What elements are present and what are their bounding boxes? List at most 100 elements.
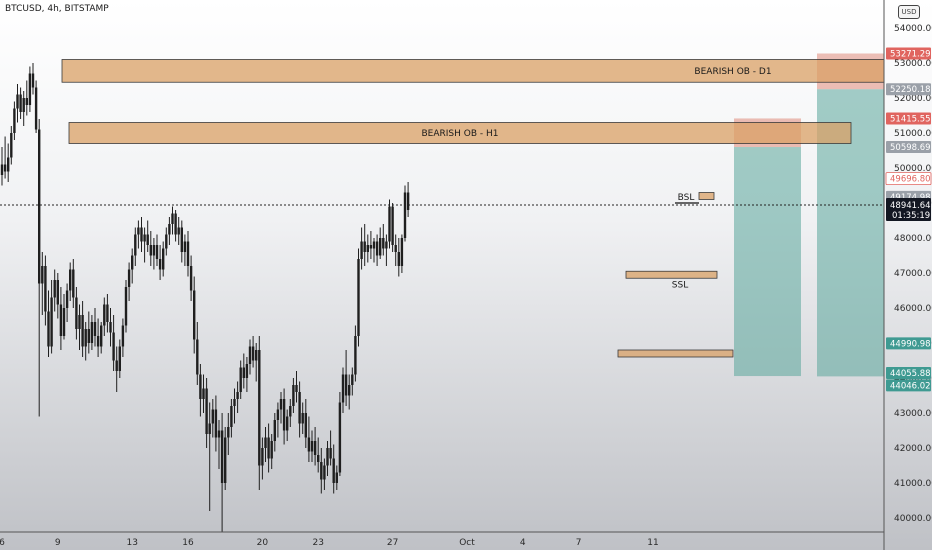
candle-body xyxy=(298,392,301,424)
price-badge xyxy=(886,379,931,392)
candle-body xyxy=(326,448,329,466)
candle-body xyxy=(78,315,81,329)
candle-body xyxy=(31,73,35,88)
candle-body xyxy=(165,234,168,249)
candle-body xyxy=(208,423,211,434)
candle-body xyxy=(109,322,112,333)
price-badge xyxy=(885,172,932,186)
candle-body xyxy=(227,427,230,438)
candle-body xyxy=(242,367,245,378)
candle-body xyxy=(196,339,199,375)
candle-body xyxy=(3,164,7,172)
candle-body xyxy=(230,406,233,427)
price-tick-label: 47000.00 xyxy=(894,269,932,279)
candle-body xyxy=(162,248,165,270)
candle-body xyxy=(146,234,149,245)
candle-body xyxy=(134,234,137,256)
symbol-header: BTCUSD, 4h, BITSTAMP xyxy=(5,4,109,14)
candle-body xyxy=(295,385,298,392)
candle-body xyxy=(251,346,255,361)
candle-body xyxy=(59,304,63,336)
candle-body xyxy=(217,430,221,438)
price-badge xyxy=(886,83,931,96)
candle-body xyxy=(304,413,307,438)
candle-body xyxy=(267,437,270,459)
candle-body xyxy=(211,409,214,424)
price-badge-label: 49174.98 xyxy=(890,193,931,203)
candle-body xyxy=(286,416,289,431)
ssl-zone xyxy=(625,270,718,279)
take-profit-zone xyxy=(734,147,801,377)
candle-body xyxy=(224,437,227,483)
candle-body xyxy=(357,259,360,336)
candle-body xyxy=(22,98,25,112)
time-tick-label: 11 xyxy=(647,538,658,548)
current-price-label: 48941.64 xyxy=(890,201,931,211)
time-tick-label: 16 xyxy=(182,538,194,548)
candle-body xyxy=(25,98,28,105)
candle-body xyxy=(127,269,131,287)
candle-body xyxy=(279,399,283,410)
candle-body xyxy=(354,336,357,375)
price-badge-label: 44990.98 xyxy=(890,339,931,349)
candle-body xyxy=(19,94,22,112)
currency-button[interactable]: USD xyxy=(898,5,920,19)
candle-body xyxy=(332,458,335,483)
order-block-zone xyxy=(68,122,852,144)
demand-zone xyxy=(617,349,734,358)
candle-body xyxy=(248,346,252,364)
candle-body xyxy=(369,245,373,249)
price-badge xyxy=(886,47,931,60)
candle-body xyxy=(255,350,258,361)
candle-body xyxy=(53,280,56,298)
candle-body xyxy=(90,322,94,343)
candle-body xyxy=(348,385,351,396)
candle-body xyxy=(313,441,317,455)
price-badge-label: 44046.02 xyxy=(890,381,931,391)
candle-body xyxy=(276,409,280,420)
price-tick-label: 41000.00 xyxy=(894,479,932,489)
candle-body xyxy=(320,462,323,480)
candle-body xyxy=(344,374,348,396)
candle-body xyxy=(323,465,326,480)
candle-body xyxy=(186,241,190,266)
candle-body xyxy=(10,133,13,158)
candle-body xyxy=(69,269,72,291)
price-tick-label: 51000.00 xyxy=(894,129,932,139)
current-price-badge xyxy=(886,198,931,222)
price-tick-label: 42000.00 xyxy=(894,444,932,454)
candle-body xyxy=(264,437,267,448)
candle-body xyxy=(403,192,407,238)
candle-body xyxy=(236,392,239,399)
candle-body xyxy=(16,94,19,109)
price-tick-label: 43000.00 xyxy=(894,409,932,419)
candle-body xyxy=(81,315,84,347)
price-badge-label: 44055.88 xyxy=(890,369,931,379)
candle-body xyxy=(158,259,162,270)
candle-body xyxy=(329,448,332,459)
candle-body xyxy=(112,332,115,361)
time-tick-label: 7 xyxy=(576,538,582,548)
candle-body xyxy=(140,227,143,242)
candle-body xyxy=(149,245,152,256)
candle-body xyxy=(379,238,382,256)
candle-body xyxy=(93,322,97,336)
price-badge xyxy=(886,141,931,154)
candle-body xyxy=(62,308,66,336)
price-tick-label: 52000.00 xyxy=(894,94,932,104)
candle-body xyxy=(87,329,90,343)
bsl-zone xyxy=(698,192,715,200)
time-tick-label: 27 xyxy=(387,538,398,548)
time-tick-label: 9 xyxy=(55,538,61,548)
candle-body xyxy=(239,367,242,392)
price-tick-label: 46000.00 xyxy=(894,304,932,314)
price-badge-label: 51415.55 xyxy=(890,114,931,124)
candle-body xyxy=(106,304,109,322)
candle-body xyxy=(84,329,87,347)
candle-body xyxy=(118,346,121,371)
candle-body xyxy=(177,227,180,235)
candle-body xyxy=(406,192,410,210)
candle-body xyxy=(258,350,261,466)
price-tick-label: 40000.00 xyxy=(894,514,932,524)
